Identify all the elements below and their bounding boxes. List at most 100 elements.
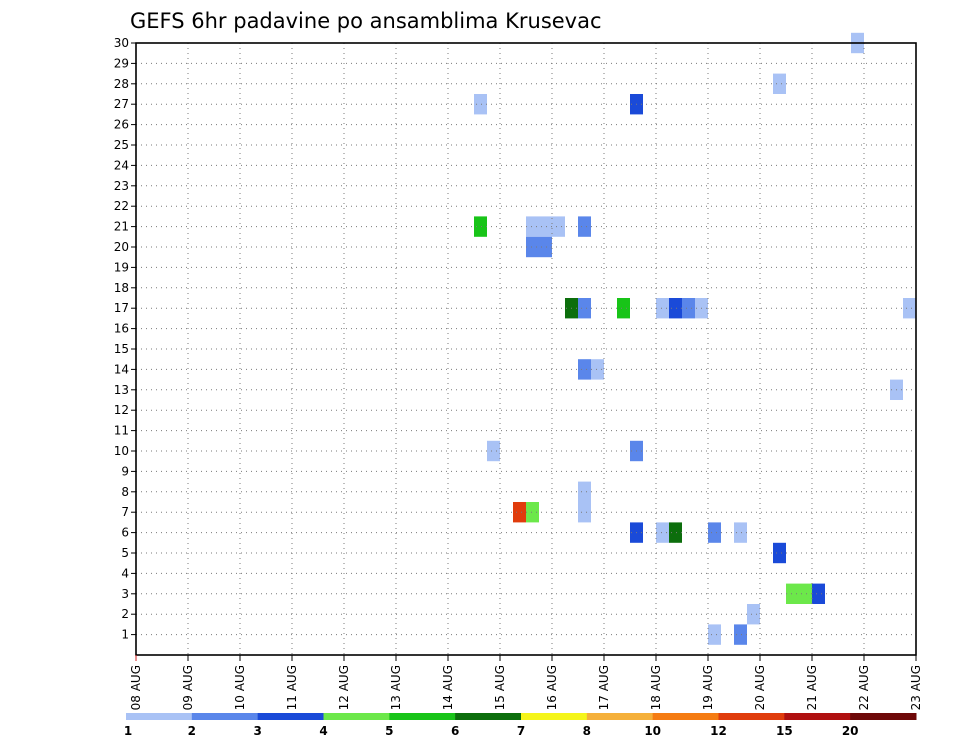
y-tick-label: 27 xyxy=(114,97,129,111)
x-tick-label: 13 AUG xyxy=(389,665,403,710)
y-tick-label: 2 xyxy=(121,607,129,621)
cell-member-7-step-30 xyxy=(513,502,526,523)
y-tick-label: 24 xyxy=(114,158,129,172)
cell-member-10-step-28 xyxy=(487,440,500,462)
y-tick-label: 20 xyxy=(114,240,129,254)
y-tick-label: 26 xyxy=(114,118,129,132)
colorbar-label: 1 xyxy=(124,724,132,738)
colorbar-segment xyxy=(521,713,588,720)
colorbar-label: 4 xyxy=(319,724,327,738)
x-tick-label: 14 AUG xyxy=(441,665,455,710)
cell-member-21-step-32 xyxy=(539,216,552,237)
colorbar-segment xyxy=(389,713,456,720)
y-tick-label: 7 xyxy=(121,505,129,519)
cell-member-21-step-35 xyxy=(578,216,591,237)
y-axis: 1234567891011121314151617181920212223242… xyxy=(114,36,136,642)
y-tick-label: 22 xyxy=(114,199,129,213)
y-tick-label: 17 xyxy=(114,301,129,315)
cell-member-14-step-36 xyxy=(591,359,604,380)
x-tick-label: 21 AUG xyxy=(805,665,819,710)
y-tick-label: 30 xyxy=(114,36,129,50)
y-tick-label: 6 xyxy=(121,526,129,540)
colorbar-label: 8 xyxy=(583,724,591,738)
x-tick-label: 18 AUG xyxy=(649,665,663,710)
x-tick-label: 11 AUG xyxy=(285,665,299,710)
cells-layer xyxy=(474,32,916,645)
x-tick-label: 09 AUG xyxy=(181,665,195,710)
colorbar-segment xyxy=(586,713,654,720)
y-tick-label: 19 xyxy=(114,260,129,274)
x-tick-label: 10 AUG xyxy=(233,665,247,710)
x-tick-label: 12 AUG xyxy=(337,665,351,710)
x-tick-label: 22 AUG xyxy=(857,665,871,710)
cell-member-17-step-38 xyxy=(617,298,630,319)
cell-member-1-step-47 xyxy=(734,624,747,645)
y-tick-label: 1 xyxy=(121,628,129,642)
cell-member-14-step-35 xyxy=(578,359,591,380)
colorbar-segment xyxy=(718,713,785,720)
colorbar-label: 20 xyxy=(842,724,859,738)
colorbar-label: 7 xyxy=(517,724,525,738)
y-tick-label: 11 xyxy=(114,424,129,438)
colorbar-segment xyxy=(257,713,324,720)
cell-member-28-step-50 xyxy=(773,73,786,94)
cell-member-17-step-42 xyxy=(669,298,682,319)
x-tick-label: 17 AUG xyxy=(597,665,611,710)
cell-member-3-step-52 xyxy=(799,583,812,604)
colorbar-segment xyxy=(323,713,390,720)
cell-member-8-step-35 xyxy=(578,481,591,502)
colorbar-segment xyxy=(455,713,522,720)
y-tick-label: 5 xyxy=(121,546,129,560)
cell-member-6-step-45 xyxy=(708,522,721,543)
y-tick-label: 3 xyxy=(121,587,129,601)
cell-member-17-step-60 xyxy=(903,298,916,319)
y-tick-label: 9 xyxy=(121,464,129,478)
cell-member-6-step-47 xyxy=(734,522,747,543)
y-tick-label: 13 xyxy=(114,383,129,397)
cell-member-1-step-45 xyxy=(708,624,721,645)
cell-member-27-step-27 xyxy=(474,94,487,115)
cell-member-2-step-48 xyxy=(747,604,760,625)
y-tick-label: 10 xyxy=(114,444,129,458)
grid-layer xyxy=(136,42,916,655)
y-tick-label: 28 xyxy=(114,77,129,91)
cell-member-3-step-51 xyxy=(786,583,799,604)
colorbar-label: 12 xyxy=(710,724,727,738)
x-tick-label: 19 AUG xyxy=(701,665,715,710)
y-tick-label: 12 xyxy=(114,403,129,417)
x-axis: 08 AUG 09 AUG 10 AUG 11 AUG 12 AUG 13 AUG 14 A… xyxy=(129,655,923,710)
x-tick-label: 08 AUG xyxy=(129,665,143,710)
cell-member-17-step-41 xyxy=(656,298,669,319)
y-tick-label: 29 xyxy=(114,56,129,70)
colorbar-segment xyxy=(191,713,259,720)
colorbar-label: 2 xyxy=(188,724,196,738)
cell-member-20-step-31 xyxy=(526,236,539,258)
cell-member-7-step-31 xyxy=(526,502,539,523)
y-tick-label: 23 xyxy=(114,179,129,193)
cell-member-17-step-43 xyxy=(682,298,695,319)
colorbar-segment xyxy=(126,713,193,720)
cell-member-6-step-41 xyxy=(656,522,669,543)
x-tick-label: 23 AUG xyxy=(909,665,923,710)
cell-member-21-step-31 xyxy=(526,216,539,237)
y-tick-label: 8 xyxy=(121,485,129,499)
y-tick-label: 4 xyxy=(121,566,129,580)
y-tick-label: 21 xyxy=(114,220,129,234)
y-tick-label: 16 xyxy=(114,322,129,336)
cell-member-21-step-27 xyxy=(474,216,487,237)
colorbar-label: 15 xyxy=(776,724,793,738)
colorbar-label: 3 xyxy=(253,724,261,738)
colorbar-label: 5 xyxy=(385,724,393,738)
colorbar-segment xyxy=(784,713,851,720)
cell-member-17-step-35 xyxy=(578,298,591,319)
colorbar-segment xyxy=(850,713,917,720)
cell-member-7-step-35 xyxy=(578,502,591,523)
colorbar-label: 6 xyxy=(451,724,459,738)
y-tick-label: 18 xyxy=(114,281,129,295)
x-tick-label: 15 AUG xyxy=(493,665,507,710)
y-tick-label: 25 xyxy=(114,138,129,152)
cell-member-20-step-32 xyxy=(539,236,552,258)
cell-member-6-step-42 xyxy=(669,522,682,543)
y-tick-label: 15 xyxy=(114,342,129,356)
chart-title: GEFS 6hr padavine po ansamblima Krusevac xyxy=(130,9,602,33)
